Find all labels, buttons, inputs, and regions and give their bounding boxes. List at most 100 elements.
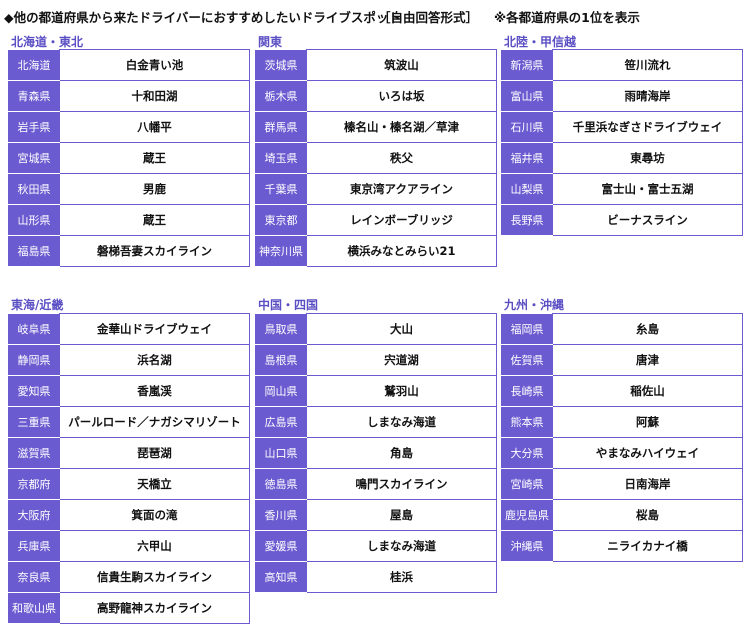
spot: 琵琶湖 [59, 437, 250, 469]
prefecture: 福島県 [8, 235, 60, 267]
note: ※各都道府県の1位を表示 [494, 10, 640, 25]
prefecture: 富山県 [501, 80, 553, 112]
spot: 男鹿 [59, 173, 250, 205]
prefecture: 長崎県 [501, 375, 553, 407]
row: 岩手県 八幡平 [8, 111, 250, 143]
prefecture: 佐賀県 [501, 344, 553, 376]
spot: 磐梯吾妻スカイライン [59, 235, 250, 267]
region-title: 北陸・甲信越 [504, 35, 577, 49]
prefecture: 熊本県 [501, 406, 553, 438]
spot: 唐津 [552, 344, 743, 376]
spot: 東尋坊 [552, 142, 743, 174]
region-title: 中国・四国 [258, 298, 319, 312]
row: 和歌山県 高野龍神スカイライン [8, 592, 250, 624]
prefecture: 徳島県 [255, 468, 307, 500]
row: 神奈川県 横浜みなとみらい21 [255, 235, 497, 267]
spot: 高野龍神スカイライン [59, 592, 250, 624]
prefecture: 茨城県 [255, 49, 307, 81]
prefecture: 沖縄県 [501, 530, 553, 562]
prefecture: 兵庫県 [8, 530, 60, 562]
spot: 千里浜なぎさドライブウェイ [552, 111, 743, 143]
spot: やまなみハイウェイ [552, 437, 743, 469]
prefecture: 宮城県 [8, 142, 60, 174]
prefecture: 和歌山県 [8, 592, 60, 624]
row: 石川県 千里浜なぎさドライブウェイ [501, 111, 743, 143]
spot: 秩父 [306, 142, 497, 174]
prefecture: 北海道 [8, 49, 60, 81]
spot: 宍道湖 [306, 344, 497, 376]
row: 宮城県 蔵王 [8, 142, 250, 174]
prefecture: 岐阜県 [8, 313, 60, 345]
spot: 稲佐山 [552, 375, 743, 407]
row: 北海道 白金青い池 [8, 49, 250, 81]
region-title: 東海/近畿 [11, 298, 64, 312]
row: 大阪府 箕面の滝 [8, 499, 250, 531]
row: 大分県 やまなみハイウェイ [501, 437, 743, 469]
spot: 蔵王 [59, 142, 250, 174]
prefecture: 静岡県 [8, 344, 60, 376]
row: 高知県 桂浜 [255, 561, 497, 593]
prefecture: 青森県 [8, 80, 60, 112]
prefecture: 滋賀県 [8, 437, 60, 469]
prefecture: 長野県 [501, 204, 553, 236]
row: 福島県 磐梯吾妻スカイライン [8, 235, 250, 267]
prefecture: 三重県 [8, 406, 60, 438]
row: 愛知県 香嵐渓 [8, 375, 250, 407]
prefecture: 鳥取県 [255, 313, 307, 345]
row: 鹿児島県 桜島 [501, 499, 743, 531]
spot: 白金青い池 [59, 49, 250, 81]
prefecture: 高知県 [255, 561, 307, 593]
spot: しまなみ海道 [306, 530, 497, 562]
spot: 金華山ドライブウェイ [59, 313, 250, 345]
spot: 富士山・富士五湖 [552, 173, 743, 205]
prefecture: 大阪府 [8, 499, 60, 531]
row: 長野県 ビーナスライン [501, 204, 743, 236]
spot: レインボーブリッジ [306, 204, 497, 236]
row: 東京都 レインボーブリッジ [255, 204, 497, 236]
spot: ビーナスライン [552, 204, 743, 236]
prefecture: 大分県 [501, 437, 553, 469]
prefecture: 鹿児島県 [501, 499, 553, 531]
spot: 信貴生駒スカイライン [59, 561, 250, 593]
row: 広島県 しまなみ海道 [255, 406, 497, 438]
spot: 雨晴海岸 [552, 80, 743, 112]
prefecture: 京都府 [8, 468, 60, 500]
row: 群馬県 榛名山・榛名湖／草津 [255, 111, 497, 143]
spot: 筑波山 [306, 49, 497, 81]
spot: 香嵐渓 [59, 375, 250, 407]
prefecture: 宮崎県 [501, 468, 553, 500]
row: 山口県 角島 [255, 437, 497, 469]
spot: 阿蘇 [552, 406, 743, 438]
spot: しまなみ海道 [306, 406, 497, 438]
prefecture: 香川県 [255, 499, 307, 531]
spot: 六甲山 [59, 530, 250, 562]
spot: 桂浜 [306, 561, 497, 593]
spot: 大山 [306, 313, 497, 345]
prefecture: 千葉県 [255, 173, 307, 205]
row: 栃木県 いろは坂 [255, 80, 497, 112]
row: 長崎県 稲佐山 [501, 375, 743, 407]
prefecture: 福井県 [501, 142, 553, 174]
prefecture: 新潟県 [501, 49, 553, 81]
spot: ニライカナイ橋 [552, 530, 743, 562]
row: 茨城県 筑波山 [255, 49, 497, 81]
spot: 屋島 [306, 499, 497, 531]
region-title: 九州・沖縄 [504, 298, 565, 312]
region-table: 福岡県 糸島 佐賀県 唐津 長崎県 稲佐山 熊本県 阿蘇 大分県 やまなみハイウェイ 宮崎県 日南海岸… [501, 313, 743, 562]
prefecture: 東京都 [255, 204, 307, 236]
prefecture: 秋田県 [8, 173, 60, 205]
row: 沖縄県 ニライカナイ橋 [501, 530, 743, 562]
region-title: 関東 [258, 35, 283, 49]
row: 奈良県 信貴生駒スカイライン [8, 561, 250, 593]
row: 秋田県 男鹿 [8, 173, 250, 205]
spot: 天橋立 [59, 468, 250, 500]
prefecture: 栃木県 [255, 80, 307, 112]
row: 岡山県 鷲羽山 [255, 375, 497, 407]
format: ［自由回答形式］ [378, 10, 479, 25]
spot: 十和田湖 [59, 80, 250, 112]
region-table: 北海道 白金青い池 青森県 十和田湖 岩手県 八幡平 宮城県 蔵王 秋田県 男鹿 山形県 蔵王 福島県磐… [8, 49, 250, 267]
row: 徳島県 鳴門スカイライン [255, 468, 497, 500]
prefecture: 奈良県 [8, 561, 60, 593]
row: 青森県 十和田湖 [8, 80, 250, 112]
prefecture: 岡山県 [255, 375, 307, 407]
